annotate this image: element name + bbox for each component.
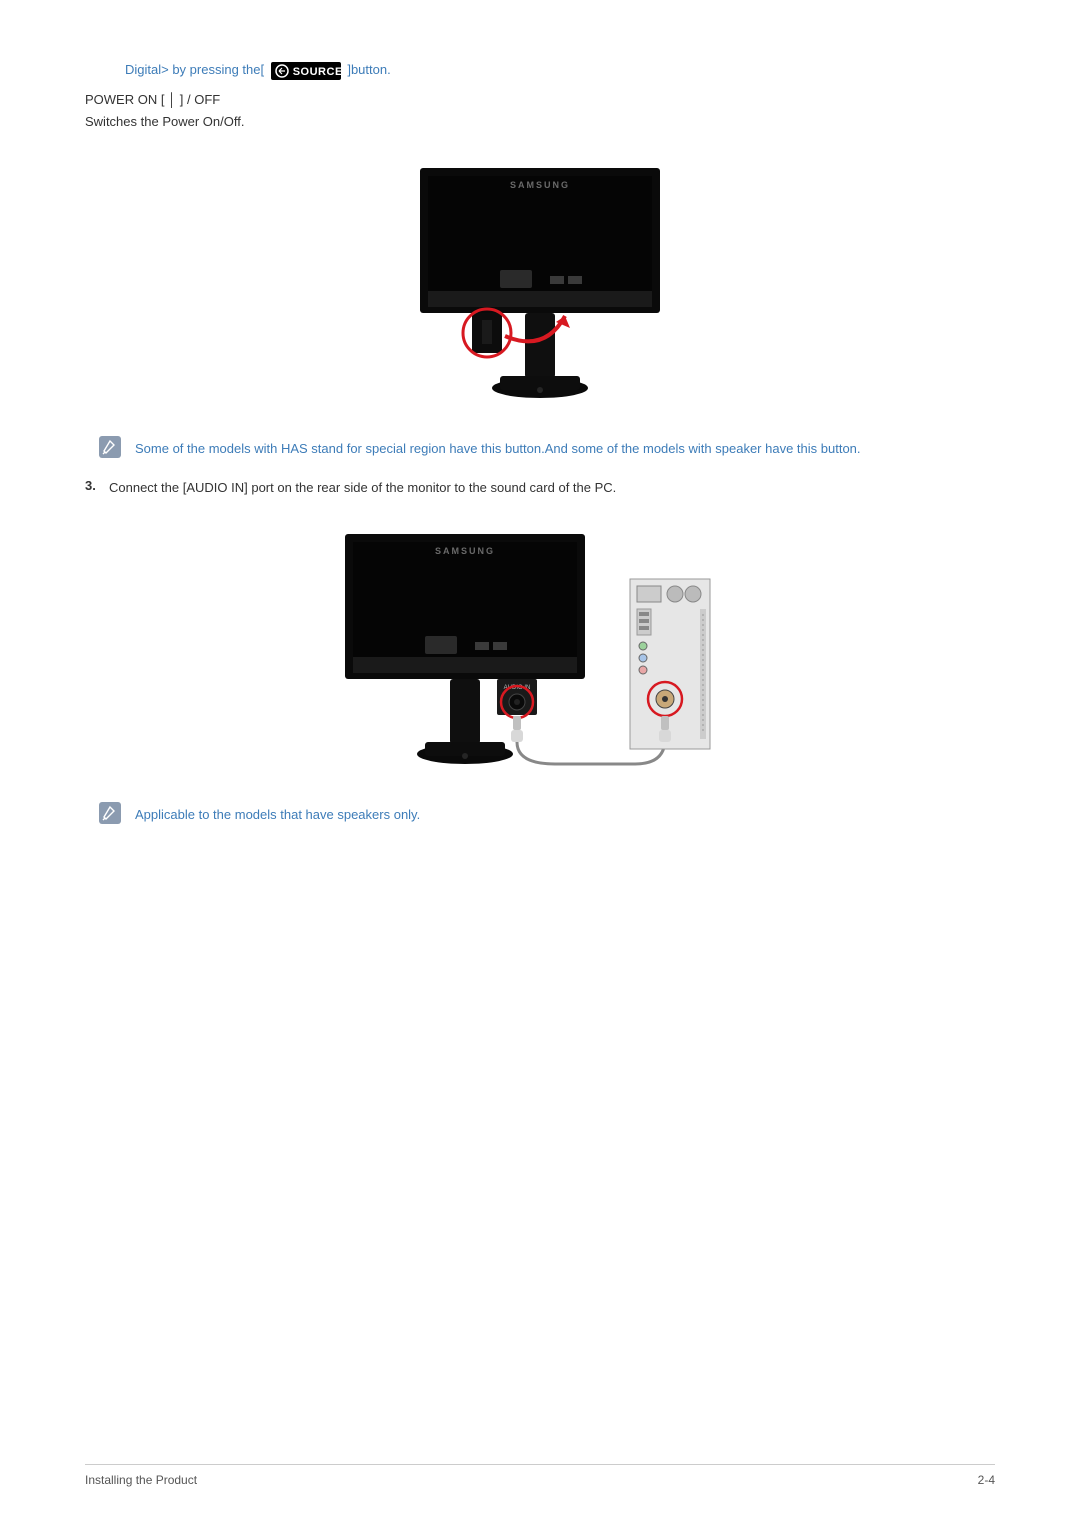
note-has-stand: Some of the models with HAS stand for sp…: [99, 436, 995, 460]
instruction-prefix: Digital> by pressing the[: [125, 62, 268, 77]
monitor-figure-audio: SAMSUNG AUDIO IN: [85, 524, 995, 777]
note-speakers-only-text: Applicable to the models that have speak…: [135, 802, 420, 826]
power-block: POWER ON [ │ ] / OFF Switches the Power …: [85, 89, 995, 133]
power-line1: POWER ON [ │ ] / OFF: [85, 89, 995, 111]
step-3-text: Connect the [AUDIO IN] port on the rear …: [109, 478, 616, 499]
note-icon: [99, 802, 121, 824]
step-3-num: 3.: [85, 478, 109, 493]
monitor-audio-svg: SAMSUNG AUDIO IN: [325, 524, 755, 774]
step-3: 3. Connect the [AUDIO IN] port on the re…: [85, 478, 995, 499]
svg-text:SAMSUNG: SAMSUNG: [510, 180, 570, 190]
source-badge-label: SOURCE: [293, 64, 343, 82]
note-icon: [99, 436, 121, 458]
note-has-stand-text: Some of the models with HAS stand for sp…: [135, 436, 861, 460]
enter-source-icon: [275, 64, 289, 78]
monitor-power-svg: SAMSUNG: [400, 158, 680, 408]
power-line2: Switches the Power On/Off.: [85, 111, 995, 133]
page-footer: Installing the Product 2-4: [85, 1464, 995, 1487]
svg-text:SAMSUNG: SAMSUNG: [435, 546, 495, 556]
footer-left: Installing the Product: [85, 1473, 197, 1487]
source-badge: SOURCE: [271, 62, 341, 80]
footer-right: 2-4: [978, 1473, 995, 1487]
instruction-suffix: ]button.: [347, 62, 390, 77]
source-instruction: Digital> by pressing the[ SOURCE ]button…: [125, 60, 995, 81]
monitor-figure-power: SAMSUNG: [85, 158, 995, 411]
note-speakers-only: Applicable to the models that have speak…: [99, 802, 995, 826]
